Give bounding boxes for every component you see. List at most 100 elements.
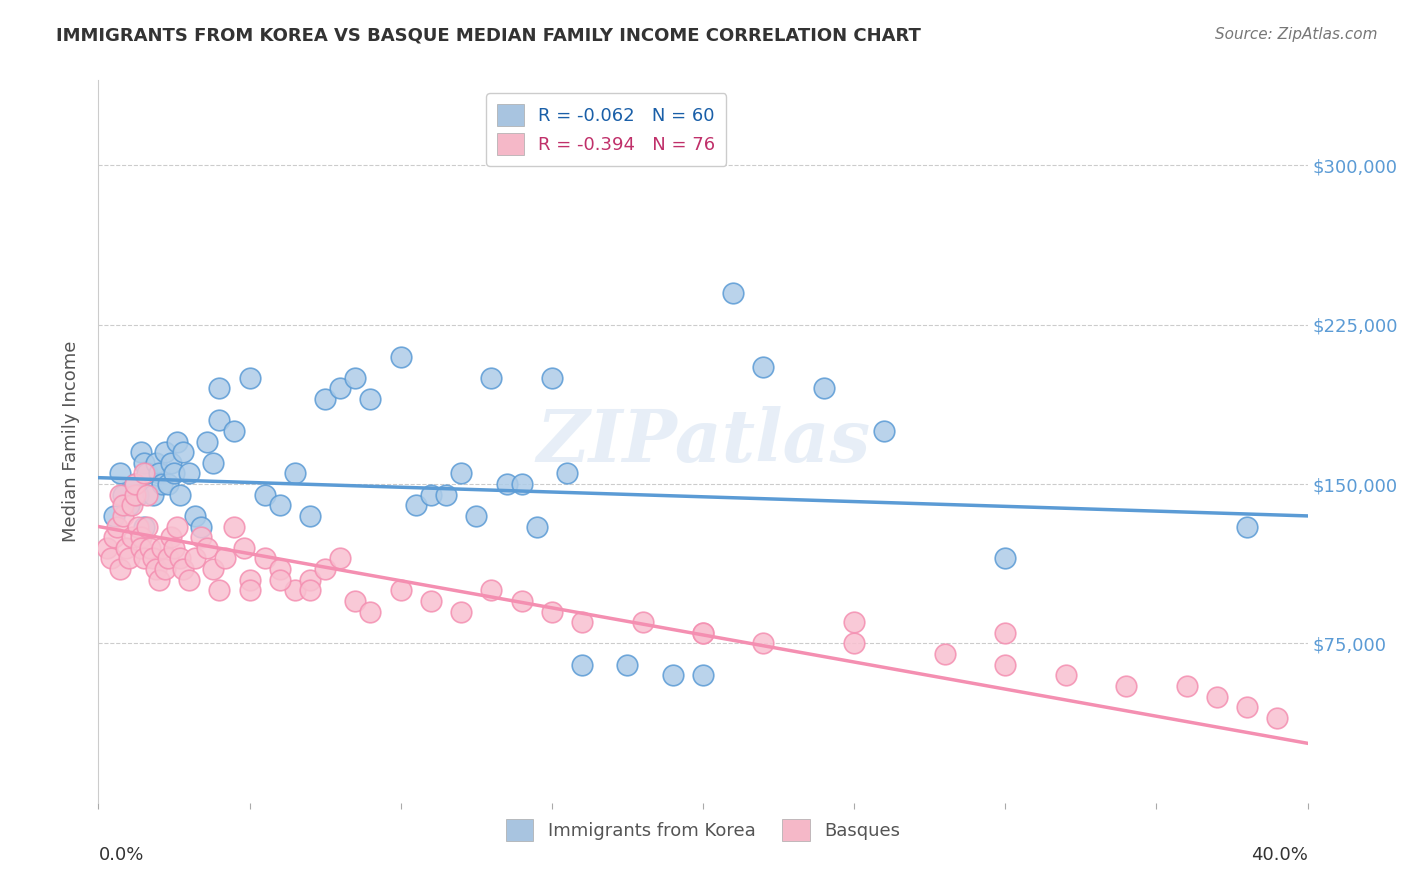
Point bbox=[510, 477, 533, 491]
Point bbox=[108, 488, 131, 502]
Point bbox=[329, 381, 352, 395]
Point bbox=[253, 551, 276, 566]
Point bbox=[166, 519, 188, 533]
Point bbox=[121, 498, 143, 512]
Point bbox=[299, 583, 322, 598]
Point bbox=[153, 562, 176, 576]
Point bbox=[103, 530, 125, 544]
Point bbox=[844, 636, 866, 650]
Point bbox=[127, 519, 149, 533]
Point bbox=[121, 530, 143, 544]
Point bbox=[495, 477, 517, 491]
Point bbox=[844, 615, 866, 630]
Point bbox=[526, 519, 548, 533]
Point bbox=[208, 413, 231, 427]
Point bbox=[692, 668, 714, 682]
Point bbox=[481, 583, 503, 598]
Point bbox=[132, 519, 155, 533]
Text: IMMIGRANTS FROM KOREA VS BASQUE MEDIAN FAMILY INCOME CORRELATION CHART: IMMIGRANTS FROM KOREA VS BASQUE MEDIAN F… bbox=[56, 27, 921, 45]
Point bbox=[114, 541, 136, 555]
Point bbox=[148, 467, 170, 481]
Point bbox=[752, 360, 775, 375]
Point bbox=[994, 657, 1017, 672]
Point bbox=[184, 551, 207, 566]
Point bbox=[169, 488, 191, 502]
Point bbox=[571, 615, 593, 630]
Text: Source: ZipAtlas.com: Source: ZipAtlas.com bbox=[1215, 27, 1378, 42]
Point bbox=[195, 434, 218, 449]
Point bbox=[450, 605, 472, 619]
Point bbox=[135, 519, 157, 533]
Point bbox=[124, 477, 146, 491]
Point bbox=[108, 562, 131, 576]
Point bbox=[156, 477, 179, 491]
Point bbox=[420, 488, 443, 502]
Point bbox=[132, 467, 155, 481]
Point bbox=[224, 519, 246, 533]
Point bbox=[148, 573, 170, 587]
Y-axis label: Median Family Income: Median Family Income bbox=[62, 341, 80, 542]
Point bbox=[813, 381, 835, 395]
Point bbox=[214, 551, 236, 566]
Point bbox=[135, 467, 157, 481]
Point bbox=[150, 477, 173, 491]
Point bbox=[169, 551, 191, 566]
Point bbox=[344, 371, 367, 385]
Point bbox=[692, 625, 714, 640]
Point bbox=[571, 657, 593, 672]
Point bbox=[96, 541, 118, 555]
Point bbox=[150, 541, 173, 555]
Point bbox=[723, 285, 745, 300]
Point bbox=[510, 594, 533, 608]
Point bbox=[389, 350, 412, 364]
Point bbox=[405, 498, 427, 512]
Point bbox=[631, 615, 654, 630]
Point bbox=[124, 488, 146, 502]
Point bbox=[142, 551, 165, 566]
Point bbox=[132, 456, 155, 470]
Point bbox=[360, 392, 382, 406]
Point bbox=[994, 551, 1017, 566]
Point bbox=[1236, 519, 1258, 533]
Point bbox=[208, 381, 231, 395]
Point bbox=[190, 519, 212, 533]
Text: 40.0%: 40.0% bbox=[1251, 847, 1308, 864]
Point bbox=[132, 551, 155, 566]
Point bbox=[224, 424, 246, 438]
Point bbox=[142, 488, 165, 502]
Point bbox=[269, 498, 291, 512]
Point bbox=[540, 371, 562, 385]
Point bbox=[269, 573, 291, 587]
Point bbox=[389, 583, 412, 598]
Point bbox=[145, 456, 167, 470]
Point bbox=[239, 583, 262, 598]
Point bbox=[160, 530, 183, 544]
Point bbox=[103, 508, 125, 523]
Point bbox=[253, 488, 276, 502]
Point bbox=[329, 551, 352, 566]
Point bbox=[108, 467, 131, 481]
Point bbox=[100, 551, 122, 566]
Point bbox=[111, 488, 134, 502]
Point bbox=[420, 594, 443, 608]
Point bbox=[163, 467, 186, 481]
Point bbox=[434, 488, 457, 502]
Point bbox=[314, 392, 336, 406]
Point bbox=[284, 583, 307, 598]
Point bbox=[163, 541, 186, 555]
Point bbox=[555, 467, 578, 481]
Point bbox=[232, 541, 254, 555]
Point bbox=[172, 445, 194, 459]
Point bbox=[239, 573, 262, 587]
Point bbox=[127, 488, 149, 502]
Point bbox=[661, 668, 683, 682]
Point bbox=[135, 488, 157, 502]
Point bbox=[1206, 690, 1229, 704]
Point bbox=[145, 562, 167, 576]
Point bbox=[153, 445, 176, 459]
Point bbox=[1267, 711, 1289, 725]
Point bbox=[934, 647, 956, 661]
Point bbox=[616, 657, 638, 672]
Point bbox=[239, 371, 262, 385]
Point bbox=[481, 371, 503, 385]
